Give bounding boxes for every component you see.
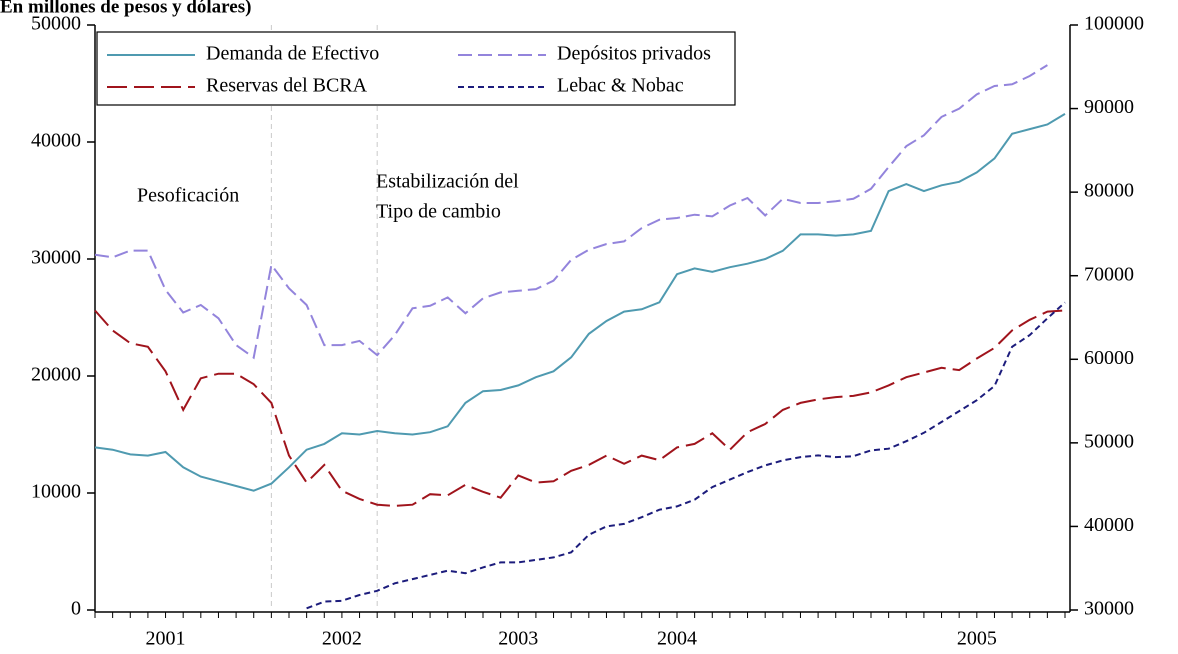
y-tick-label: 30000 <box>31 247 81 269</box>
chart-title: En millones de pesos y dólares) <box>0 0 251 17</box>
y2-tick-label: 40000 <box>1084 514 1134 536</box>
legend-label: Reservas del BCRA <box>206 75 368 97</box>
y2-tick-label: 80000 <box>1084 180 1134 202</box>
annotation: Tipo de cambio <box>376 201 501 223</box>
x-tick-label: 2002 <box>322 628 362 650</box>
legend-box <box>96 31 736 106</box>
y-tick-label: 0 <box>71 598 81 620</box>
y2-tick-label: 70000 <box>1084 263 1134 285</box>
x-tick-label: 2005 <box>957 628 997 650</box>
y2-tick-label: 60000 <box>1084 347 1134 369</box>
y2-tick-label: 90000 <box>1084 96 1134 118</box>
x-tick-label: 2003 <box>498 628 538 650</box>
annotation: Pesoficación <box>137 185 239 207</box>
series-line <box>94 309 1066 507</box>
y-tick-label: 40000 <box>31 130 81 152</box>
legend-label: Depósitos privados <box>557 43 711 65</box>
series-line <box>94 113 1066 492</box>
y2-tick-label: 50000 <box>1084 430 1134 452</box>
y-tick-label: 20000 <box>31 364 81 386</box>
legend-label: Demanda de Efectivo <box>206 43 379 65</box>
series-line <box>306 301 1066 610</box>
series-line <box>94 64 1048 360</box>
x-tick-label: 2001 <box>146 628 186 650</box>
y-tick-label: 10000 <box>31 481 81 503</box>
x-tick-label: 2004 <box>657 628 697 650</box>
legend-label: Lebac & Nobac <box>557 75 684 97</box>
y-tick-label: 50000 <box>31 13 81 35</box>
y2-tick-label: 100000 <box>1084 13 1144 35</box>
y2-tick-label: 30000 <box>1084 598 1134 620</box>
annotation: Estabilización del <box>376 171 519 193</box>
